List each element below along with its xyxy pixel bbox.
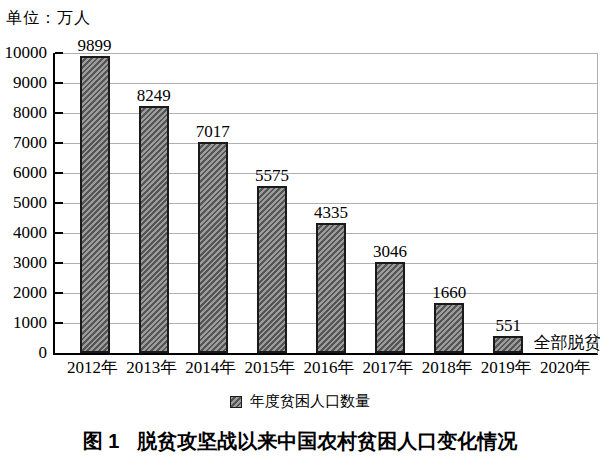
bar: [198, 142, 228, 353]
bar: [493, 336, 523, 353]
bar-value-label: 8249: [137, 87, 171, 105]
y-tick-label: 3000: [0, 254, 47, 272]
y-tick: [55, 292, 63, 294]
y-tick-label: 1000: [0, 314, 47, 332]
bar-column: 7017: [183, 53, 242, 353]
plot-area: 9899 8249 7017 5575 4335 3046 1660 551 全部脱贫: [53, 53, 598, 355]
y-tick: [55, 82, 63, 84]
bar-column: 1660: [420, 53, 479, 353]
legend-swatch-icon: [230, 396, 242, 408]
y-tick: [55, 322, 63, 324]
bar: [139, 106, 169, 353]
figure-caption-text: 脱贫攻坚战以来中国农村贫困人口变化情况: [137, 430, 517, 452]
bar: [80, 56, 110, 353]
figure-caption: 图 1 脱贫攻坚战以来中国农村贫困人口变化情况: [0, 429, 600, 453]
y-tick: [55, 112, 63, 114]
bar-column: 4335: [301, 53, 360, 353]
bar: [375, 262, 405, 353]
x-tick-label: 2016年: [299, 357, 358, 379]
y-tick-label: 8000: [0, 104, 47, 122]
x-tick-label: 2014年: [181, 357, 240, 379]
y-tick: [55, 142, 63, 144]
bar-column: 551: [479, 53, 538, 353]
y-tick: [55, 52, 63, 54]
bar-column: 5575: [242, 53, 301, 353]
y-tick-label: 6000: [0, 164, 47, 182]
bar-column: 3046: [361, 53, 420, 353]
bar-value-label: 1660: [432, 284, 466, 302]
poverty-bar-chart-figure: 单位：万人 9899 8249 7017 5575 4335 3046 1660 551 全部脱…: [0, 0, 600, 463]
x-tick-label: 2017年: [359, 357, 418, 379]
bar-value-label: 4335: [314, 204, 348, 222]
bar-value-label: 7017: [196, 123, 230, 141]
bar-value-label: 5575: [255, 167, 289, 185]
x-tick-label: 2015年: [240, 357, 299, 379]
x-tick-label: 2020年: [536, 357, 595, 379]
bar-column: 全部脱贫: [538, 53, 597, 353]
legend-label: 年度贫困人口数量: [250, 392, 370, 411]
figure-caption-prefix: 图 1: [83, 430, 120, 452]
y-tick-label: 5000: [0, 194, 47, 212]
bar-column: 9899: [65, 53, 124, 353]
y-tick: [55, 232, 63, 234]
y-tick: [55, 262, 63, 264]
bar: [434, 303, 464, 353]
y-tick-label: 9000: [0, 74, 47, 92]
y-tick: [55, 202, 63, 204]
legend: 年度贫困人口数量: [0, 392, 600, 411]
bar-value-label: 551: [496, 317, 522, 335]
bar: [257, 186, 287, 353]
x-tick-label: 2019年: [477, 357, 536, 379]
y-tick-label: 4000: [0, 224, 47, 242]
y-tick-label: 7000: [0, 134, 47, 152]
x-tick-label: 2013年: [122, 357, 181, 379]
unit-label: 单位：万人: [6, 8, 91, 29]
y-tick-label: 10000: [0, 44, 47, 62]
x-tick-label: 2018年: [418, 357, 477, 379]
bar-column: 8249: [124, 53, 183, 353]
bar-value-label: 9899: [78, 37, 112, 55]
y-tick-label: 0: [0, 344, 47, 362]
bar: [316, 223, 346, 353]
bar-value-label: 3046: [373, 243, 407, 261]
y-tick: [55, 172, 63, 174]
y-tick-label: 2000: [0, 284, 47, 302]
bar-annotation: 全部脱贫: [533, 334, 600, 352]
x-tick-label: 2012年: [63, 357, 122, 379]
